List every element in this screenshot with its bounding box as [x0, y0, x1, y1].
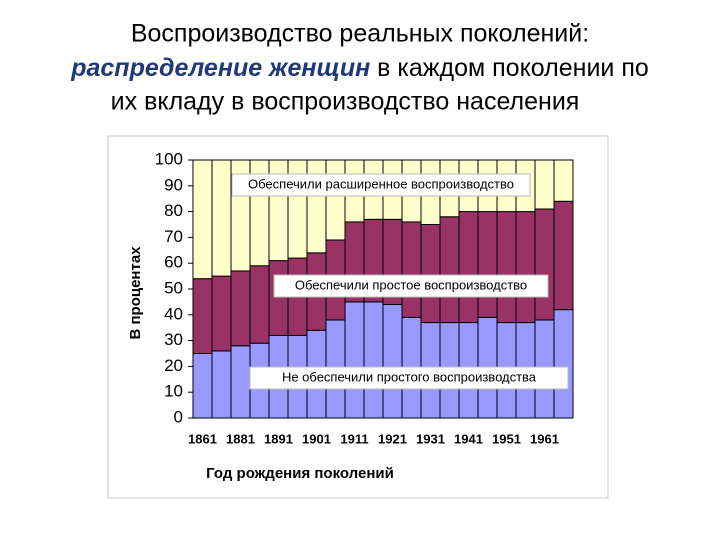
- y-tick-label: 60: [164, 253, 183, 272]
- title-line: их вкладу в воспроизводство населения: [111, 88, 580, 116]
- x-tick-label: 1911: [340, 431, 368, 446]
- bar-segment: [211, 159, 232, 277]
- bar-segment: [249, 265, 270, 344]
- bar-segment: [401, 221, 422, 318]
- bar-segment: [382, 303, 403, 419]
- x-tick-label: 1961: [530, 431, 559, 446]
- title-line: Воспроизводство реальных поколений:: [131, 20, 589, 48]
- bar-segment: [553, 200, 574, 311]
- series-label-box: [231, 173, 531, 197]
- y-tick-label: 20: [164, 356, 183, 375]
- x-tick-label: 1931: [416, 431, 445, 446]
- title-rest: в каждом поколении по: [377, 54, 649, 82]
- x-tick-label: 1891: [264, 431, 293, 446]
- y-axis-label: В процентах: [127, 246, 144, 340]
- bar-segment: [496, 211, 517, 324]
- bar-segment: [534, 208, 555, 321]
- y-tick-label: 50: [164, 278, 183, 297]
- bar-segment: [553, 309, 574, 419]
- bar-segment: [192, 353, 213, 419]
- y-tick-label: 90: [164, 175, 183, 194]
- bar-segment: [515, 211, 536, 324]
- y-tick-label: 10: [164, 382, 183, 401]
- bar-segment: [534, 159, 555, 210]
- x-tick-label: 1861: [188, 431, 217, 446]
- bar-segment: [192, 159, 213, 280]
- bar-segment: [363, 301, 384, 419]
- x-tick-label: 1951: [492, 431, 521, 446]
- bar-segment: [420, 224, 441, 324]
- y-tick-label: 80: [164, 201, 183, 220]
- x-tick-label: 1941: [454, 431, 483, 446]
- bar-segment: [458, 211, 479, 324]
- x-tick-label: 1881: [226, 431, 255, 446]
- bar-segment: [268, 260, 289, 336]
- y-tick-label: 100: [155, 149, 183, 168]
- bar-segment: [553, 159, 574, 202]
- series-label: Не обеспечили простого воспроизводства: [282, 369, 537, 384]
- y-tick-label: 40: [164, 304, 183, 323]
- series-label-box: [273, 274, 549, 298]
- series-label-box: [249, 366, 569, 390]
- title-emphasis: распределение женщин: [70, 54, 370, 82]
- x-tick-label: 1901: [302, 431, 331, 446]
- x-axis-label: Год рождения поколений: [206, 465, 394, 482]
- y-tick-label: 70: [164, 227, 183, 246]
- bar-segment: [344, 301, 365, 419]
- bar-segment: [230, 345, 251, 419]
- series-label: Обеспечили простое воспроизводство: [295, 277, 527, 292]
- x-tick-label: 1921: [378, 431, 407, 446]
- bar-segment: [211, 350, 232, 419]
- y-tick-label: 0: [174, 407, 183, 426]
- bar-segment: [325, 159, 346, 241]
- bar-segment: [230, 270, 251, 347]
- series-label: Обеспечили расширенное воспроизводство: [248, 176, 514, 191]
- y-tick-label: 30: [164, 330, 183, 349]
- title-line: распределение женщин в каждом поколении …: [70, 54, 649, 82]
- bar-segment: [477, 211, 498, 318]
- bar-segment: [211, 275, 232, 352]
- bar-segment: [439, 216, 460, 324]
- bar-segment: [192, 278, 213, 354]
